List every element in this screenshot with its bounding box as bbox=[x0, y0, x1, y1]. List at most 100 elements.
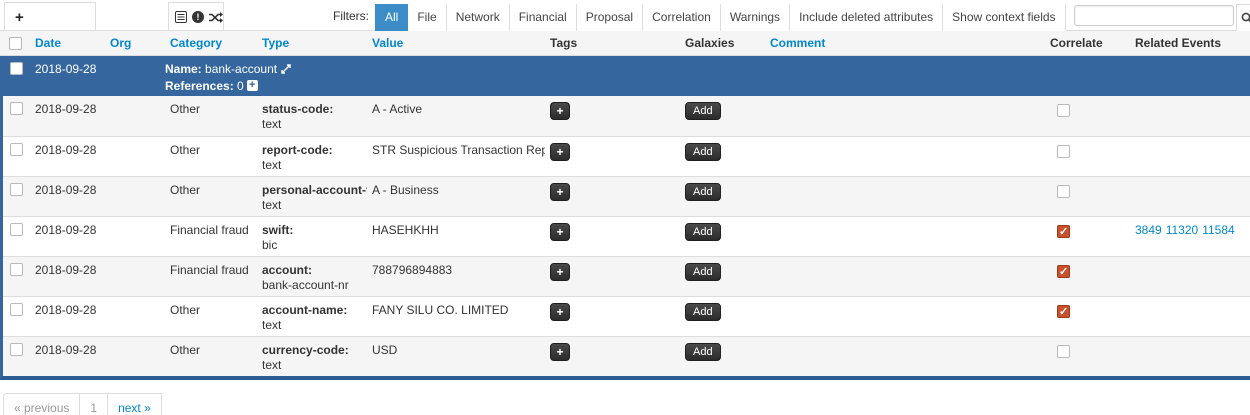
select-all-checkbox[interactable] bbox=[8, 36, 22, 50]
row-select-checkbox[interactable] bbox=[10, 223, 23, 236]
object-row-checkbox[interactable] bbox=[10, 62, 23, 75]
row-select-checkbox[interactable] bbox=[10, 303, 23, 316]
galaxies-cell: Add bbox=[680, 177, 765, 216]
tags-cell: + bbox=[545, 257, 680, 296]
add-galaxy-button[interactable]: Add bbox=[685, 343, 721, 361]
add-tag-button[interactable]: + bbox=[550, 183, 570, 201]
filters-label: Filters: bbox=[333, 9, 369, 23]
value-cell: 788796894883 bbox=[372, 263, 453, 277]
tags-cell: + bbox=[545, 96, 680, 136]
expand-object-icon[interactable] bbox=[281, 63, 291, 77]
add-galaxy-button[interactable]: Add bbox=[685, 263, 721, 281]
add-galaxy-button[interactable]: Add bbox=[685, 102, 721, 120]
attribute-type: swift: bbox=[262, 223, 294, 237]
correlate-cell bbox=[1045, 217, 1130, 256]
org-cell bbox=[105, 257, 165, 296]
galaxies-cell: Add bbox=[680, 297, 765, 336]
pagination-next-button[interactable]: next » bbox=[108, 393, 162, 415]
correlate-checkbox[interactable] bbox=[1057, 104, 1070, 117]
filter-tab-correlation[interactable]: Correlation bbox=[643, 4, 721, 31]
tags-cell: + bbox=[545, 217, 680, 256]
correlate-cell bbox=[1045, 96, 1130, 136]
galaxies-cell: Add bbox=[680, 337, 765, 376]
add-tag-button[interactable]: + bbox=[550, 343, 570, 361]
related-event-link[interactable]: 11584 bbox=[1202, 223, 1235, 237]
type-cell: personal-account-type: text bbox=[257, 177, 367, 216]
type-cell: account: bank-account-nr bbox=[257, 257, 367, 296]
correlate-checkbox[interactable] bbox=[1057, 265, 1070, 278]
add-galaxy-button[interactable]: Add bbox=[685, 143, 721, 161]
attribute-type: personal-account-type: bbox=[262, 183, 367, 197]
add-tag-button[interactable]: + bbox=[550, 143, 570, 161]
column-header-type[interactable]: Type bbox=[262, 36, 290, 50]
filter-tab-proposal[interactable]: Proposal bbox=[576, 4, 644, 31]
correlate-checkbox[interactable] bbox=[1057, 345, 1070, 358]
add-reference-icon[interactable] bbox=[246, 79, 258, 91]
row-select-checkbox[interactable] bbox=[10, 143, 23, 156]
column-header-org[interactable]: Org bbox=[110, 36, 132, 50]
object-references-label: References: bbox=[165, 79, 234, 93]
column-header-value[interactable]: Value bbox=[372, 36, 404, 50]
correlate-checkbox[interactable] bbox=[1057, 145, 1070, 158]
pagination-previous-button[interactable]: « previous bbox=[3, 393, 81, 415]
search-input[interactable] bbox=[1073, 5, 1234, 26]
date-cell: 2018-09-28 bbox=[35, 143, 97, 157]
correlate-checkbox[interactable] bbox=[1057, 225, 1070, 238]
type-cell: report-code: text bbox=[257, 137, 367, 176]
row-select-checkbox[interactable] bbox=[10, 183, 23, 196]
row-select-checkbox[interactable] bbox=[10, 343, 23, 356]
column-header-category[interactable]: Category bbox=[170, 36, 223, 50]
comment-cell bbox=[765, 96, 1045, 136]
object-date: 2018-09-28 bbox=[35, 62, 97, 76]
comment-cell bbox=[765, 137, 1045, 176]
add-galaxy-button[interactable]: Add bbox=[685, 183, 721, 201]
comment-cell bbox=[765, 337, 1045, 376]
attribute-row: 2018-09-28 Financial fraud swift: bic HA… bbox=[3, 216, 1250, 256]
add-tag-button[interactable]: + bbox=[550, 303, 570, 321]
filter-tab-include-deleted-attributes[interactable]: Include deleted attributes bbox=[790, 4, 944, 31]
attribute-subtype: text bbox=[262, 198, 282, 212]
pagination-current-page[interactable]: 1 bbox=[80, 393, 109, 415]
related-event-link[interactable]: 11320 bbox=[1165, 223, 1199, 237]
view-toggle-buttons bbox=[168, 2, 224, 31]
add-tag-button[interactable]: + bbox=[550, 263, 570, 281]
column-header-comment[interactable]: Comment bbox=[770, 36, 826, 50]
add-tag-button[interactable]: + bbox=[550, 102, 570, 120]
add-attribute-button[interactable]: + bbox=[4, 2, 96, 31]
date-cell: 2018-09-28 bbox=[35, 303, 97, 317]
correlate-cell bbox=[1045, 177, 1130, 216]
type-cell: status-code: text bbox=[257, 96, 367, 136]
attribute-subtype: text bbox=[262, 358, 282, 372]
filter-tab-file[interactable]: File bbox=[408, 4, 447, 31]
plus-icon: + bbox=[15, 8, 24, 26]
category-cell: Other bbox=[170, 183, 201, 197]
attribute-subtype: bic bbox=[262, 238, 278, 252]
correlate-cell bbox=[1045, 257, 1130, 296]
filter-tab-network[interactable]: Network bbox=[446, 4, 510, 31]
column-header-date[interactable]: Date bbox=[35, 36, 62, 50]
filter-bar: Filters: All File Network Financial Proposal… bbox=[333, 0, 1250, 31]
row-select-checkbox[interactable] bbox=[10, 263, 23, 276]
filter-tab-warnings[interactable]: Warnings bbox=[720, 4, 791, 31]
filter-tab-show-context-fields[interactable]: Show context fields bbox=[943, 4, 1066, 31]
filter-tab-all[interactable]: All bbox=[375, 4, 409, 31]
row-checkbox-cell bbox=[3, 337, 30, 376]
attribute-type: report-code: bbox=[262, 143, 333, 157]
correlate-checkbox[interactable] bbox=[1057, 305, 1070, 318]
shuffle-icon[interactable] bbox=[209, 11, 223, 23]
tags-cell: + bbox=[545, 337, 680, 376]
add-galaxy-button[interactable]: Add bbox=[685, 223, 721, 241]
add-tag-button[interactable]: + bbox=[550, 223, 570, 241]
filter-tab-financial[interactable]: Financial bbox=[509, 4, 577, 31]
add-galaxy-button[interactable]: Add bbox=[685, 303, 721, 321]
related-events-cell bbox=[1130, 297, 1250, 336]
search-button[interactable] bbox=[1235, 4, 1250, 31]
attribute-table-icon[interactable] bbox=[175, 11, 187, 23]
row-select-checkbox[interactable] bbox=[10, 102, 23, 115]
event-warning-icon[interactable] bbox=[192, 11, 204, 23]
correlate-checkbox[interactable] bbox=[1057, 185, 1070, 198]
date-cell: 2018-09-28 bbox=[35, 263, 97, 277]
attribute-row: 2018-09-28 Other account-name: text FANY… bbox=[3, 296, 1250, 336]
org-cell bbox=[105, 297, 165, 336]
related-event-link[interactable]: 3849 bbox=[1135, 223, 1162, 237]
